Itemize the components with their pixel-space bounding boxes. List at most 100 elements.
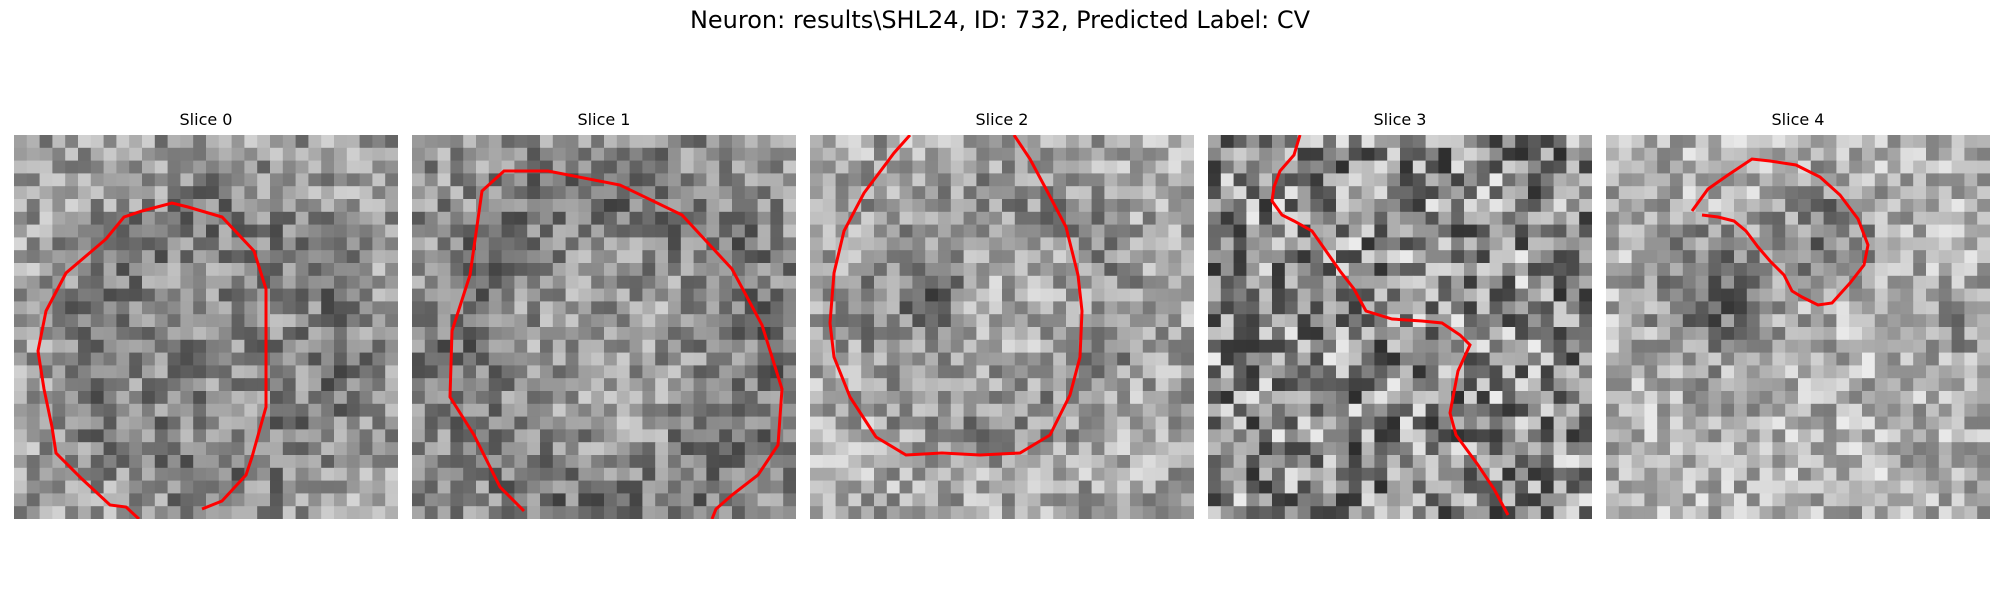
- pixel: [193, 493, 207, 507]
- pixel: [385, 211, 398, 226]
- pixel: [116, 365, 130, 379]
- pixel: [1977, 339, 1990, 354]
- pixel: [346, 378, 361, 392]
- pixel: [1078, 173, 1093, 187]
- pixel: [476, 288, 490, 302]
- pixel: [1682, 352, 1697, 366]
- pixel: [629, 365, 643, 379]
- slice-image-3: [1208, 135, 1592, 519]
- pixel: [1361, 237, 1375, 251]
- pixel: [1451, 224, 1465, 238]
- pixel: [154, 263, 169, 277]
- pixel: [1374, 173, 1388, 187]
- pixel: [1721, 442, 1735, 456]
- pixel: [65, 365, 79, 379]
- pixel: [1425, 288, 1439, 302]
- pixel: [385, 186, 398, 200]
- pixel: [680, 147, 695, 162]
- pixel: [848, 288, 862, 302]
- pixel: [1323, 506, 1337, 519]
- pixel: [1104, 391, 1118, 405]
- pixel: [1926, 199, 1940, 213]
- pixel: [1606, 211, 1620, 226]
- pixel: [925, 327, 939, 341]
- pixel: [527, 327, 541, 341]
- pixel: [321, 429, 335, 443]
- pixel: [463, 467, 477, 482]
- pixel: [14, 199, 28, 213]
- pixel: [1323, 199, 1337, 213]
- pixel: [90, 506, 105, 519]
- pixel: [1208, 416, 1222, 430]
- pixel: [412, 224, 426, 238]
- pixel: [295, 211, 309, 226]
- pixel: [874, 147, 888, 162]
- pixel: [1900, 224, 1914, 238]
- pixel: [488, 263, 503, 277]
- pixel: [1682, 301, 1697, 315]
- pixel: [1964, 339, 1978, 354]
- pixel: [1810, 442, 1825, 456]
- pixel: [180, 237, 194, 251]
- pixel: [424, 250, 439, 264]
- pixel: [604, 352, 618, 366]
- pixel: [1862, 493, 1876, 507]
- pixel: [1425, 250, 1439, 264]
- pixel: [26, 403, 41, 418]
- pixel: [1117, 186, 1131, 200]
- pixel: [1272, 365, 1286, 379]
- pixel: [899, 224, 913, 238]
- pixel: [14, 186, 28, 200]
- pixel: [1631, 275, 1645, 290]
- pixel: [129, 224, 143, 238]
- pixel: [1887, 352, 1901, 366]
- pixel: [1361, 480, 1375, 494]
- pixel: [334, 365, 348, 379]
- pixel: [680, 442, 695, 456]
- pixel: [65, 378, 79, 392]
- pixel: [1785, 135, 1799, 149]
- pixel: [412, 391, 426, 405]
- pixel: [1361, 135, 1375, 149]
- pixel: [1181, 455, 1194, 469]
- pixel: [604, 416, 618, 430]
- pixel: [1233, 301, 1247, 315]
- pixel: [848, 263, 862, 277]
- slice-image-0: [14, 135, 398, 519]
- pixel: [1708, 237, 1722, 251]
- pixel: [1425, 173, 1439, 187]
- pixel: [719, 237, 733, 251]
- pixel: [1606, 480, 1620, 494]
- pixel: [1130, 365, 1144, 379]
- pixel: [950, 199, 965, 213]
- pixel: [257, 480, 271, 494]
- pixel: [976, 339, 990, 354]
- pixel: [1233, 211, 1247, 226]
- pixel: [848, 160, 862, 174]
- pixel: [1027, 237, 1041, 251]
- pixel: [1374, 480, 1388, 494]
- pixel: [1053, 339, 1067, 354]
- pixel: [501, 135, 515, 149]
- pixel: [385, 480, 398, 494]
- pixel: [1438, 480, 1452, 494]
- pixel: [1836, 365, 1850, 379]
- pixel: [1670, 314, 1684, 328]
- pixel: [359, 352, 373, 366]
- pixel: [1259, 160, 1273, 174]
- pixel: [1014, 429, 1029, 443]
- pixel: [231, 263, 245, 277]
- pixel: [668, 480, 682, 494]
- pixel: [861, 263, 875, 277]
- pixel: [1515, 250, 1529, 264]
- pixel: [167, 339, 181, 354]
- pixel: [835, 211, 849, 226]
- pixel: [1657, 199, 1671, 213]
- pixel: [270, 403, 284, 418]
- pixel: [1246, 493, 1260, 507]
- pixel: [874, 378, 888, 392]
- pixel: [527, 186, 541, 200]
- pixel: [1657, 288, 1671, 302]
- pixel: [488, 314, 503, 328]
- pixel: [193, 263, 207, 277]
